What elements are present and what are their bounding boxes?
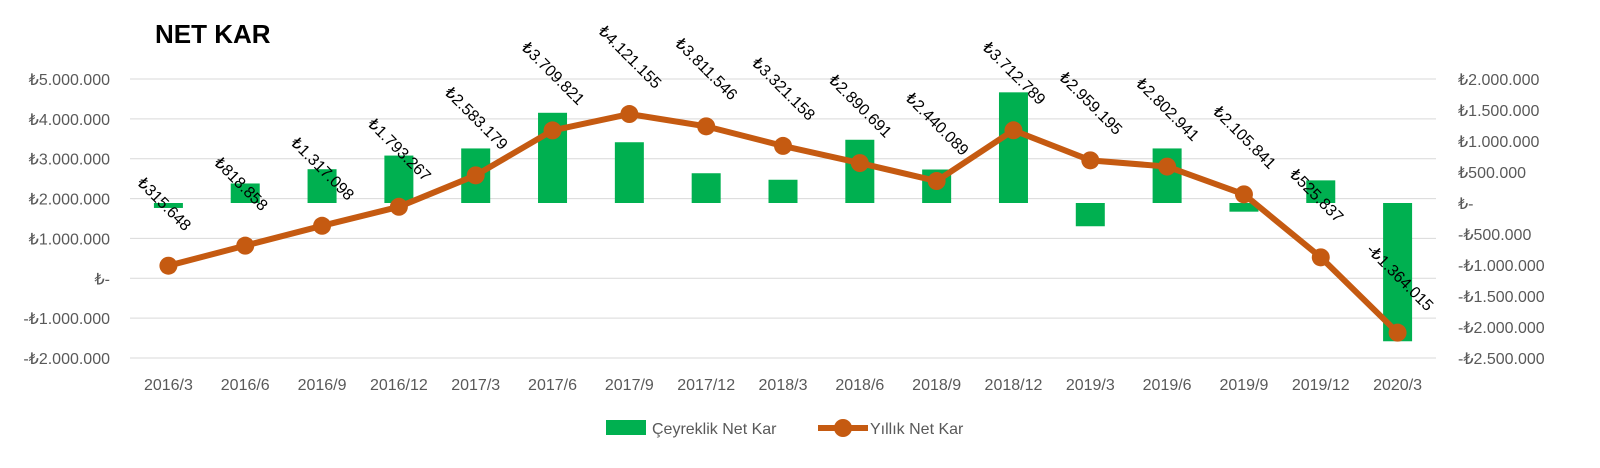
quarterly-bar	[691, 173, 721, 203]
annual-data-label: ₺2.105.841	[1209, 103, 1279, 173]
annual-line-point	[1004, 121, 1023, 140]
x-tick-label: 2016/12	[370, 377, 428, 394]
x-tick-label: 2018/12	[985, 377, 1043, 394]
x-tick-label: 2019/3	[1066, 377, 1115, 394]
x-tick-label: 2018/9	[912, 377, 961, 394]
annual-line-point	[313, 216, 332, 235]
quarterly-bar	[1152, 148, 1182, 203]
quarterly-bar	[1075, 203, 1105, 227]
annual-data-label: ₺3.811.546	[671, 35, 740, 104]
annual-line-point	[543, 121, 562, 140]
annual-data-label: ₺2.890.691	[825, 72, 895, 142]
annual-data-label: ₺3.321.158	[748, 55, 818, 125]
left-axis: ₺5.000.000 ₺4.000.000 ₺3.000.000 ₺2.000.000…	[23, 72, 110, 368]
annual-line-point	[697, 117, 716, 136]
right-tick-label: ₺1.500.000	[1458, 103, 1539, 120]
right-tick-label: ₺1.000.000	[1458, 134, 1539, 151]
left-tick-label: ₺1.000.000	[29, 231, 110, 248]
data-labels: ₺315.648 ₺818.858 ₺1.317.098 ₺1.793.267 ₺2.5…	[134, 23, 1437, 315]
left-tick-label: ₺2.000.000	[29, 192, 110, 209]
right-tick-label: -₺2.000.000	[1458, 320, 1545, 337]
x-tick-label: 2017/3	[451, 377, 500, 394]
annual-data-label: ₺2.802.941	[1132, 75, 1202, 145]
annual-data-label: ₺525.837	[1286, 166, 1346, 226]
annual-line-point	[927, 172, 946, 191]
chart-title: NET KAR	[155, 19, 271, 49]
legend-bar-swatch	[606, 420, 646, 435]
legend-line-marker	[834, 419, 852, 437]
quarterly-bar	[1229, 203, 1259, 212]
x-tick-label: 2017/12	[677, 377, 735, 394]
annual-line-point	[389, 197, 408, 216]
x-tick-label: 2016/9	[298, 377, 347, 394]
annual-line-point	[850, 154, 869, 173]
right-axis: ₺2.000.000 ₺1.500.000 ₺1.000.000 ₺500.000 ₺-…	[1458, 72, 1545, 368]
annual-data-label: ₺315.648	[134, 175, 194, 235]
x-tick-label: 2016/6	[221, 377, 270, 394]
annual-data-label: ₺3.709.821	[518, 39, 588, 109]
right-tick-label: ₺500.000	[1458, 165, 1526, 182]
left-tick-label: ₺3.000.000	[29, 152, 110, 169]
quarterly-bar	[998, 92, 1028, 203]
right-tick-label: -₺2.500.000	[1458, 351, 1545, 368]
gridlines	[130, 78, 1436, 359]
x-tick-label: 2019/9	[1219, 377, 1268, 394]
left-tick-label: ₺5.000.000	[29, 72, 110, 89]
x-tick-label: 2017/9	[605, 377, 654, 394]
annual-line-point	[1311, 248, 1330, 267]
quarterly-bar	[1306, 180, 1336, 203]
annual-line	[159, 105, 1407, 342]
annual-data-label: ₺2.440.089	[902, 90, 972, 160]
annual-line-point	[1388, 323, 1407, 342]
annual-line-point	[159, 256, 178, 275]
annual-data-label: ₺4.121.155	[595, 23, 665, 93]
annual-data-label: ₺818.858	[210, 154, 270, 214]
annual-line-point	[1158, 157, 1177, 176]
quarterly-bar	[614, 142, 644, 203]
x-tick-label: 2019/12	[1292, 377, 1350, 394]
annual-data-label: ₺2.959.195	[1055, 69, 1125, 139]
annual-line-point	[236, 236, 255, 255]
annual-line-point	[620, 105, 639, 124]
x-tick-label: 2018/3	[759, 377, 808, 394]
x-tick-label: 2018/6	[835, 377, 884, 394]
quarterly-bar	[768, 179, 798, 203]
quarterly-bar	[230, 183, 260, 203]
right-tick-label: ₺2.000.000	[1458, 72, 1539, 89]
quarterly-bars	[153, 92, 1413, 342]
left-tick-label: -₺2.000.000	[23, 351, 110, 368]
x-tick-label: 2020/3	[1373, 377, 1422, 394]
quarterly-bar	[307, 169, 337, 203]
legend-bar-label: Çeyreklik Net Kar	[652, 421, 777, 438]
annual-line-point	[774, 136, 792, 155]
right-tick-label: -₺1.000.000	[1458, 258, 1545, 275]
right-tick-label: -₺500.000	[1458, 227, 1531, 244]
right-tick-label: -₺1.500.000	[1458, 289, 1545, 306]
annual-line-point	[1081, 151, 1100, 170]
left-tick-label: ₺-	[94, 271, 110, 288]
quarterly-bar	[153, 203, 183, 208]
left-tick-label: -₺1.000.000	[23, 311, 110, 328]
quarterly-bar	[1383, 203, 1413, 342]
right-tick-label: ₺-	[1458, 196, 1474, 213]
left-tick-label: ₺4.000.000	[29, 112, 110, 129]
x-tick-label: 2016/3	[144, 377, 193, 394]
x-tick-label: 2017/6	[528, 377, 577, 394]
quarterly-bar	[384, 155, 414, 203]
legend-line-label: Yıllık Net Kar	[870, 421, 964, 438]
x-tick-label: 2019/6	[1143, 377, 1192, 394]
x-axis-categories: 2016/3 2016/6 2016/9 2016/12 2017/3 2017/6 201…	[144, 377, 1422, 394]
annual-line-point	[1234, 185, 1253, 204]
legend: Çeyreklik Net Kar Yıllık Net Kar	[606, 419, 964, 438]
annual-line-point	[466, 166, 485, 185]
